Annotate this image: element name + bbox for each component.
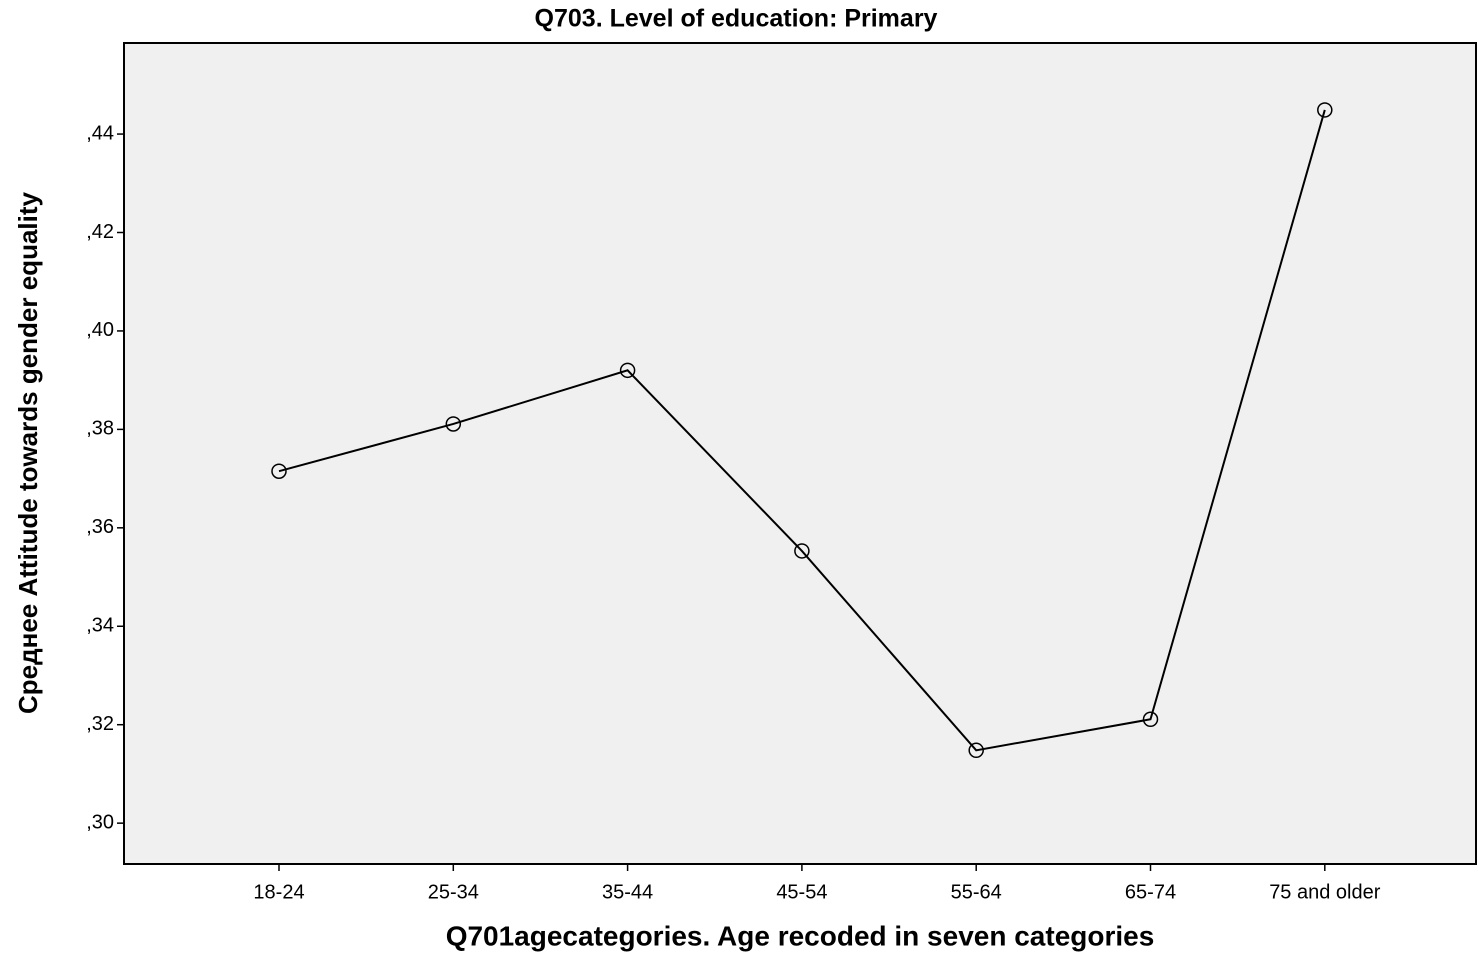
plot-area bbox=[123, 42, 1477, 865]
y-tick-label: ,30 bbox=[86, 811, 114, 833]
series-line bbox=[278, 109, 1326, 752]
point bbox=[1142, 711, 1159, 728]
point bbox=[619, 362, 636, 379]
y-tick-label: ,36 bbox=[86, 516, 114, 538]
x-tick-label: 55-64 bbox=[951, 881, 1002, 903]
x-tick-label: 45-54 bbox=[776, 881, 827, 903]
point bbox=[271, 463, 287, 479]
x-tick-label: 65-74 bbox=[1125, 881, 1176, 903]
point bbox=[968, 742, 984, 759]
y-axis-label: Среднее Attitude towards gender equality bbox=[13, 191, 43, 713]
y-tick-label: ,38 bbox=[86, 418, 114, 440]
y-tick-label: ,44 bbox=[86, 122, 114, 144]
x-axis-label: Q701agecategories. Age recoded in seven … bbox=[446, 920, 1155, 951]
x-tick-label: 25-34 bbox=[428, 881, 479, 903]
x-tick-label: 18-24 bbox=[253, 881, 304, 903]
chart-title: Q703. Level of education: Primary bbox=[535, 5, 938, 33]
y-tick-label: ,40 bbox=[86, 319, 114, 341]
point bbox=[1317, 102, 1333, 118]
y-tick-label: ,42 bbox=[86, 221, 114, 243]
point bbox=[794, 543, 810, 559]
y-tick-label: ,34 bbox=[86, 615, 114, 637]
y-tick-label: ,32 bbox=[86, 713, 114, 735]
x-tick-label: 75 and older bbox=[1269, 881, 1381, 903]
x-tick-label: 35-44 bbox=[602, 881, 653, 903]
point bbox=[445, 416, 462, 432]
